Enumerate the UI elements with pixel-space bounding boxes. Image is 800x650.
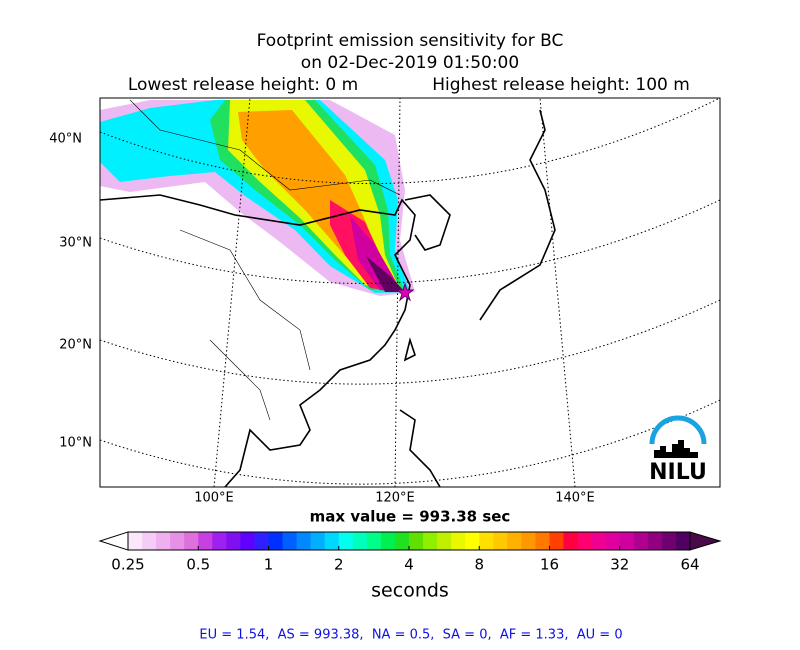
colorbar-segment — [156, 532, 171, 550]
colorbar-tick-label: 16 — [540, 556, 559, 574]
lat-label: 10°N — [59, 436, 92, 451]
colorbar-segment — [170, 532, 185, 550]
colorbar-segment — [310, 532, 326, 550]
colorbar-segment — [451, 532, 466, 550]
colorbar-tick-label: 0.25 — [111, 556, 144, 574]
colorbar-segment — [633, 532, 649, 550]
colorbar-segment — [535, 532, 550, 550]
lat-label: 30°N — [59, 236, 92, 251]
colorbar-segment — [254, 532, 269, 550]
colorbar-segment — [563, 532, 579, 550]
colorbar-segment — [142, 532, 157, 550]
colorbar: 0.25 0.5 1 2 4 8 16 32 64 — [98, 531, 722, 574]
footer-stats: EU = 1.54, AS = 993.38, NA = 0.5, SA = 0… — [199, 628, 622, 643]
colorbar-segment — [128, 532, 143, 550]
lat-label: 20°N — [59, 338, 92, 353]
map: NILU — [100, 98, 720, 487]
colorbar-segment — [479, 532, 494, 550]
colorbar-segment — [521, 532, 536, 550]
colorbar-segment — [493, 532, 508, 550]
lon-label: 140°E — [555, 491, 595, 506]
colorbar-segment — [577, 532, 593, 550]
colorbar-segment — [268, 532, 284, 550]
lon-label: 100°E — [194, 491, 234, 506]
colorbar-segment — [366, 532, 382, 550]
colorbar-segment — [212, 532, 227, 550]
release-site — [395, 282, 415, 302]
colorbar-tick-label: 2 — [334, 556, 344, 574]
graticule — [100, 98, 720, 487]
colorbar-segment — [409, 532, 424, 550]
colorbar-segment — [338, 532, 354, 550]
colorbar-segment — [605, 532, 621, 550]
colorbar-segment — [647, 532, 663, 550]
colorbar-tick-label: 8 — [474, 556, 484, 574]
colorbar-segment — [226, 532, 241, 550]
colorbar-segment — [661, 532, 677, 550]
colorbar-tick-label: 4 — [404, 556, 414, 574]
logo: NILU — [649, 415, 707, 485]
colorbar-segment — [198, 532, 213, 550]
colorbar-segment — [675, 532, 691, 550]
map-frame — [99, 97, 721, 488]
colorbar-segment — [296, 532, 312, 550]
colorbar-segment — [619, 532, 635, 550]
colorbar-segment — [394, 532, 410, 550]
colorbar-tick-label: 0.5 — [186, 556, 210, 574]
colorbar-segment — [240, 532, 255, 550]
colorbar-tick-label: 1 — [264, 556, 274, 574]
coastlines — [100, 109, 556, 487]
colorbar-over — [689, 531, 722, 551]
colorbar-segment — [324, 532, 340, 550]
colorbar-tick-label: 32 — [610, 556, 629, 574]
colorbar-segment — [352, 532, 368, 550]
colorbar-segment — [282, 532, 298, 550]
colorbar-label: seconds — [371, 580, 449, 602]
colorbar-segment — [423, 532, 438, 550]
plume — [100, 100, 415, 296]
release-high: Highest release height: 100 m — [432, 75, 690, 95]
colorbar-segment — [549, 532, 565, 550]
borders — [129, 99, 401, 421]
colorbar-segment — [465, 532, 480, 550]
colorbar-under — [98, 531, 129, 551]
colorbar-segment — [591, 532, 607, 550]
max-value: max value = 993.38 sec — [310, 508, 511, 526]
colorbar-segment — [507, 532, 522, 550]
colorbar-segment — [380, 532, 396, 550]
title: Footprint emission sensitivity for BC — [257, 31, 564, 51]
release-low: Lowest release height: 0 m — [128, 75, 358, 95]
colorbar-segment — [184, 532, 199, 550]
lat-label: 40°N — [49, 132, 82, 147]
subtitle: on 02-Dec-2019 01:50:00 — [301, 53, 519, 73]
lon-label: 120°E — [375, 491, 415, 506]
colorbar-segment — [437, 532, 452, 550]
logo-text: NILU — [649, 460, 707, 485]
colorbar-tick-label: 64 — [680, 556, 699, 574]
